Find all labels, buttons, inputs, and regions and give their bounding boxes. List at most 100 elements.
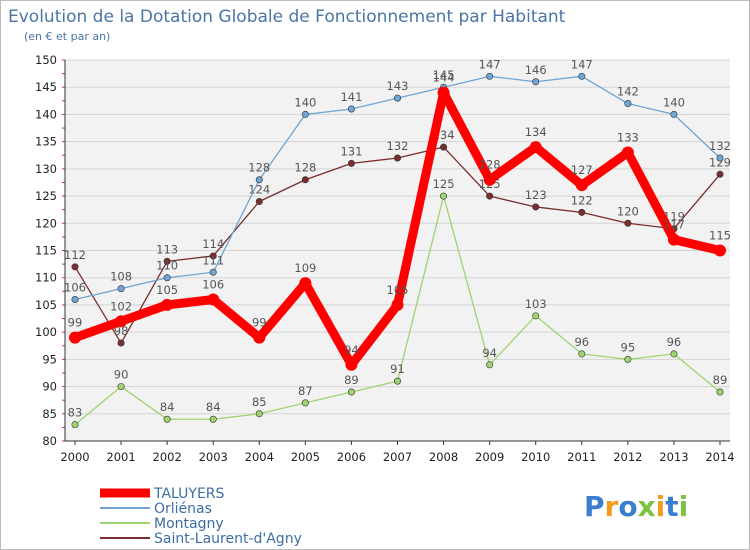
y-tick-label: 110	[35, 271, 57, 285]
x-tick-label: 2012	[613, 450, 642, 464]
data-label: 83	[68, 406, 83, 420]
data-point	[69, 331, 81, 344]
legend: TALUYERSOrliénasMontagnySaint-Laurent-d'…	[100, 486, 302, 547]
data-point	[624, 219, 632, 227]
series-montagny: 83 90 84 84 85 87 89 91 125 94 103 96 95 96 89	[68, 177, 728, 429]
y-tick-label: 115	[35, 244, 57, 258]
data-point	[117, 285, 125, 293]
y-tick-label: 140	[35, 107, 57, 121]
x-tick-label: 2008	[429, 450, 458, 464]
data-label: 108	[110, 270, 132, 284]
y-tick-label: 145	[35, 80, 57, 94]
data-point	[670, 110, 678, 118]
data-point	[71, 295, 79, 303]
data-point	[255, 198, 263, 206]
data-point	[532, 78, 540, 86]
data-label: 115	[709, 229, 731, 243]
data-point	[437, 86, 450, 99]
data-label: 94	[482, 346, 497, 360]
data-label: 127	[571, 163, 593, 177]
data-point	[532, 312, 540, 320]
x-tick-label: 2010	[521, 450, 550, 464]
data-point	[716, 388, 724, 396]
x-tick-label: 2006	[337, 450, 366, 464]
data-label: 90	[114, 368, 129, 382]
x-tick-label: 2000	[60, 450, 89, 464]
data-point	[716, 154, 724, 162]
data-label: 89	[344, 373, 359, 387]
y-axis-ticks: 80 85 90 95 100 105 110 115 120 125 130 135 140 145 15…	[35, 53, 66, 448]
data-label: 98	[114, 324, 129, 338]
data-label: 125	[433, 177, 455, 191]
data-label: 141	[340, 90, 362, 104]
x-tick-label: 2004	[245, 450, 274, 464]
data-point	[393, 94, 401, 102]
data-label: 128	[479, 158, 501, 172]
data-point	[299, 277, 312, 290]
data-point	[301, 110, 309, 118]
data-point	[440, 192, 448, 200]
data-point	[345, 358, 358, 371]
data-point	[207, 293, 220, 306]
legend-label: Montagny	[154, 516, 224, 532]
data-point	[393, 154, 401, 162]
y-tick-label: 105	[35, 298, 57, 312]
data-label: 102	[110, 299, 132, 313]
y-tick-label: 85	[42, 407, 57, 421]
data-point	[716, 170, 724, 178]
data-label: 140	[294, 95, 316, 109]
grid-lines	[65, 59, 730, 415]
data-label: 105	[156, 283, 178, 297]
data-label: 106	[202, 277, 224, 291]
data-label: 89	[713, 373, 728, 387]
data-point	[253, 331, 266, 344]
data-label: 146	[525, 63, 547, 77]
data-point	[209, 415, 217, 423]
data-point	[714, 244, 726, 257]
data-point	[624, 355, 632, 363]
legend-label: Orliénas	[154, 501, 212, 517]
data-label: 131	[340, 144, 362, 158]
chart-subtitle: (en € et par an)	[24, 30, 110, 43]
data-label: 109	[294, 261, 316, 275]
data-point	[163, 274, 171, 282]
series-saint-laurent-d-agny: 112 98 113 114 124 128 131 132 134 125 123 122 120 11…	[64, 128, 731, 347]
x-tick-label: 2007	[383, 450, 412, 464]
y-tick-label: 100	[35, 325, 57, 339]
data-point	[255, 176, 263, 184]
data-label: 120	[617, 204, 639, 218]
data-label: 143	[387, 79, 409, 93]
data-label: 94	[344, 343, 359, 357]
data-label: 91	[390, 362, 405, 376]
data-label: 87	[298, 384, 313, 398]
series-group: 112 98 113 114 124 128 131 132 134 125 123 122 120 11…	[64, 57, 731, 429]
data-point	[575, 179, 588, 192]
x-tick-label: 2002	[153, 450, 182, 464]
data-label: 99	[252, 316, 267, 330]
data-label: 147	[479, 57, 501, 71]
data-point	[209, 268, 217, 276]
data-point	[117, 383, 125, 391]
data-point	[667, 233, 680, 246]
data-label: 123	[525, 188, 547, 202]
y-tick-label: 95	[42, 352, 57, 366]
data-point	[117, 339, 125, 347]
data-label: 142	[617, 85, 639, 99]
data-label: 144	[433, 71, 455, 85]
data-point	[209, 252, 217, 260]
data-label: 85	[252, 395, 267, 409]
legend-label: TALUYERS	[153, 486, 225, 502]
data-point	[486, 192, 494, 200]
legend-label: Saint-Laurent-d'Agny	[154, 531, 302, 547]
y-tick-label: 130	[35, 162, 57, 176]
data-point	[578, 208, 586, 216]
data-label: 117	[663, 218, 685, 232]
data-label: 122	[571, 193, 593, 207]
data-point	[255, 410, 263, 418]
data-point	[393, 377, 401, 385]
data-point	[347, 105, 355, 113]
data-label: 106	[64, 280, 86, 294]
data-point	[532, 203, 540, 211]
x-tick-label: 2009	[475, 450, 504, 464]
